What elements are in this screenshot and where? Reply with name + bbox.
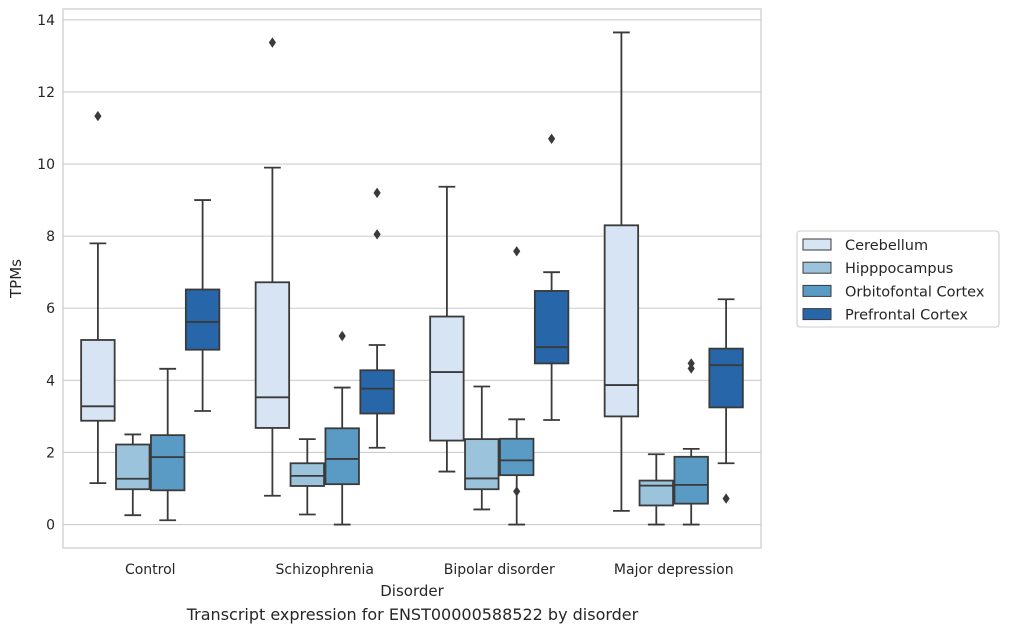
box-group <box>429 185 465 473</box>
box-iqr <box>673 455 709 505</box>
box-group <box>289 438 325 516</box>
x-axis-label: Disorder <box>380 582 444 600</box>
y-tick-label: 14 <box>37 13 55 29</box>
outlier-point <box>94 110 102 122</box>
legend-swatch <box>802 261 832 274</box>
box-iqr <box>499 437 535 477</box>
box-iqr <box>115 443 151 491</box>
y-tick-label: 4 <box>46 373 55 389</box>
y-tick-label: 2 <box>46 445 55 461</box>
outlier-point <box>338 330 346 342</box>
box-iqr <box>80 339 116 422</box>
box-group <box>673 358 709 526</box>
legend-swatch <box>802 238 832 251</box>
box-iqr <box>603 224 640 418</box>
y-tick-label: 0 <box>46 518 55 534</box>
legend: Cerebellum Hipppocampus Orbitofontal Corte… <box>796 230 1000 328</box>
legend-entry-label: Hipppocampus <box>845 261 953 277</box>
box-group <box>184 199 221 412</box>
legend-entry-label: Prefrontal Cortex <box>845 308 968 324</box>
legend-swatch <box>802 308 832 321</box>
legend-swatch <box>802 284 832 297</box>
box-group <box>150 367 186 522</box>
x-tick-label: Schizophrenia <box>276 562 374 578</box>
box-iqr <box>638 479 674 507</box>
y-tick-labels: 0 2 4 6 8 10 12 14 <box>37 13 55 534</box>
outlier-point <box>548 133 556 144</box>
outlier-point <box>722 493 730 504</box>
box-group <box>359 187 395 449</box>
x-tick-labels: Control Schizophrenia Bipolar disorder Majo… <box>125 562 734 578</box>
plot-frame <box>62 8 762 549</box>
legend-frame <box>796 230 1000 328</box>
box-series <box>80 31 744 526</box>
outlier-point <box>373 187 381 199</box>
box-group <box>254 37 291 497</box>
x-tick-label: Control <box>125 562 176 578</box>
figure-caption: Transcript expression for ENST0000058852… <box>186 605 639 624</box>
box-group <box>638 453 674 526</box>
box-group <box>80 110 116 485</box>
x-tick-label: Major depression <box>614 562 734 578</box>
box-iqr <box>429 315 465 442</box>
box-iqr <box>464 438 500 491</box>
y-axis-label: TPMs <box>7 259 25 299</box>
y-tick-label: 6 <box>46 301 55 317</box>
box-iqr <box>533 290 570 365</box>
legend-entry-label: Cerebellum <box>845 238 928 254</box>
box-group <box>708 298 744 504</box>
box-group <box>324 330 360 526</box>
y-tick-label: 12 <box>37 85 55 101</box>
box-group <box>464 385 500 511</box>
legend-entry-label: Orbitofontal Cortex <box>845 284 985 300</box>
box-group <box>499 246 535 526</box>
x-tick-label: Bipolar disorder <box>444 562 555 578</box>
outlier-point <box>513 486 521 497</box>
outlier-point <box>373 229 381 240</box>
box-iqr <box>708 347 744 409</box>
box-iqr <box>324 427 360 486</box>
box-iqr <box>150 434 186 492</box>
box-iqr <box>184 288 221 351</box>
box-group <box>533 133 570 421</box>
y-tick-label: 10 <box>37 157 55 173</box>
box-group <box>115 433 151 517</box>
box-group <box>603 31 640 512</box>
box-iqr <box>254 281 291 429</box>
box-iqr <box>359 369 395 415</box>
outlier-point <box>268 37 276 48</box>
y-tick-label: 8 <box>46 229 55 245</box>
outlier-point <box>513 246 521 257</box>
box-iqr <box>289 462 325 487</box>
outlier-point <box>687 363 695 374</box>
